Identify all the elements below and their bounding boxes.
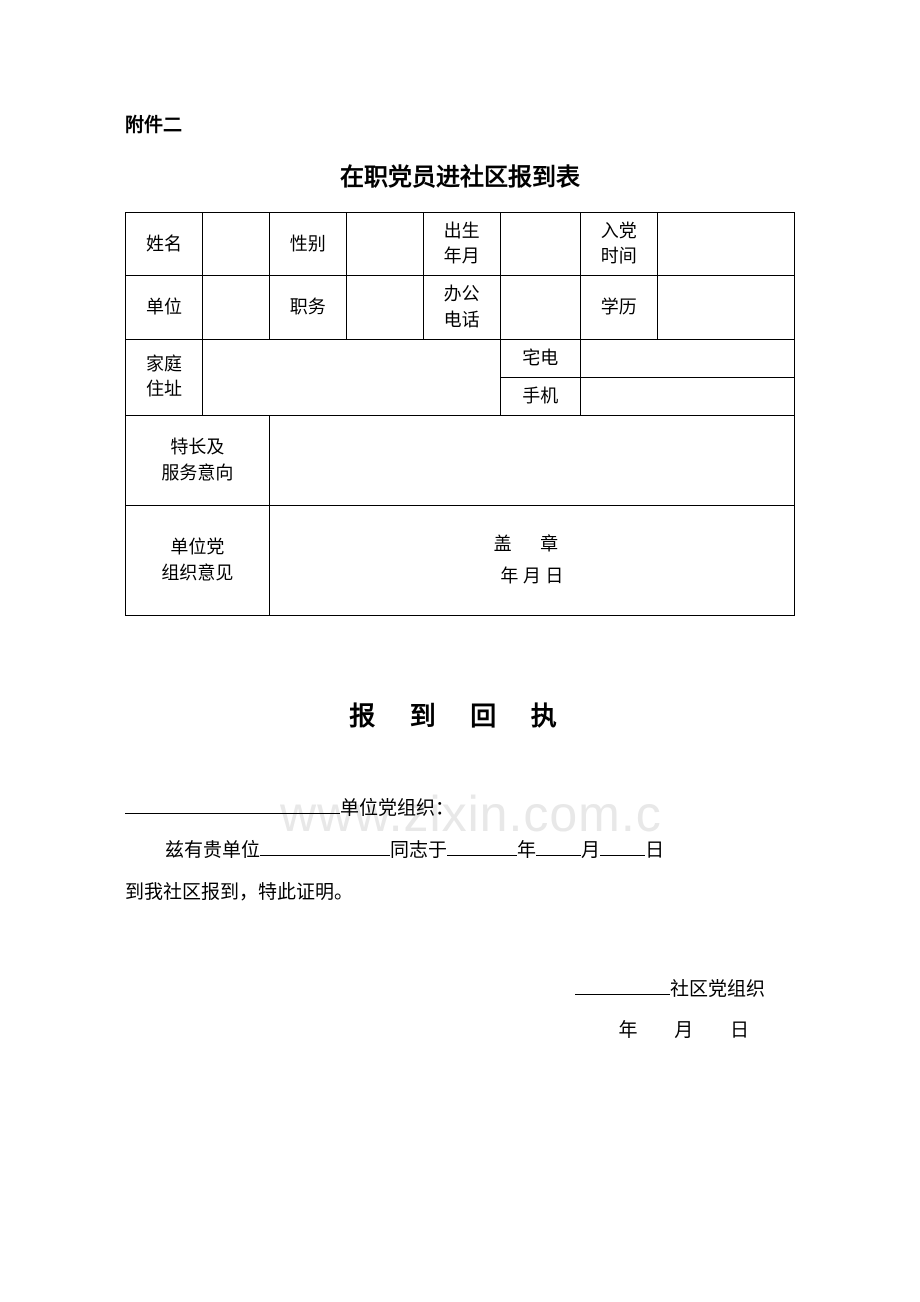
blank-year	[447, 855, 517, 856]
receipt-title: 报 到 回 执	[125, 696, 795, 733]
field-gender	[346, 213, 423, 276]
blank-org	[125, 813, 340, 814]
field-name	[202, 213, 269, 276]
receipt-line-2: 到我社区报到，特此证明。	[125, 872, 795, 914]
attachment-label: 附件二	[125, 110, 795, 137]
text-year: 年	[517, 840, 536, 861]
sign-org: 社区党组织	[125, 969, 765, 1011]
field-birth	[500, 213, 580, 276]
label-mobile: 手机	[500, 377, 580, 415]
label-specialty: 特长及服务意向	[126, 416, 270, 506]
field-join-party	[657, 213, 794, 276]
label-position: 职务	[269, 276, 346, 339]
field-education	[657, 276, 794, 339]
blank-community	[575, 994, 670, 995]
receipt-signature: 社区党组织 年 月 日	[125, 969, 795, 1053]
blank-day	[600, 855, 645, 856]
field-position	[346, 276, 423, 339]
field-unit-opinion: 盖 章 年 月 日	[269, 506, 794, 616]
label-home-addr: 家庭住址	[126, 339, 203, 415]
label-gender: 性别	[269, 213, 346, 276]
label-birth: 出生年月	[423, 213, 500, 276]
label-home-tel: 宅电	[500, 339, 580, 377]
label-office-tel: 办公电话	[423, 276, 500, 339]
label-unit: 单位	[126, 276, 203, 339]
text-day: 日	[645, 840, 664, 861]
text-prefix: 兹有贵单位	[165, 840, 260, 861]
org-suffix: 单位党组织：	[340, 798, 454, 819]
field-home-addr	[202, 339, 500, 415]
receipt-line-1: 兹有贵单位 同志于 年 月 日	[125, 830, 795, 872]
form-title: 在职党员进社区报到表	[125, 157, 795, 192]
label-unit-opinion: 单位党组织意见	[126, 506, 270, 616]
field-mobile	[580, 377, 794, 415]
text-mid1: 同志于	[390, 840, 447, 861]
blank-month	[536, 855, 581, 856]
label-education: 学历	[580, 276, 657, 339]
label-join-party: 入党时间	[580, 213, 657, 276]
opinion-date: 年 月 日	[274, 564, 790, 589]
text-month: 月	[581, 840, 600, 861]
field-specialty	[269, 416, 794, 506]
sign-suffix: 社区党组织	[670, 979, 765, 1000]
field-office-tel	[500, 276, 580, 339]
label-name: 姓名	[126, 213, 203, 276]
blank-comrade	[260, 855, 390, 856]
receipt-line-org: 单位党组织：	[125, 788, 795, 830]
field-home-tel	[580, 339, 794, 377]
stamp-text: 盖 章	[274, 532, 790, 557]
sign-date: 年 月 日	[125, 1010, 765, 1052]
registration-table: 姓名 性别 出生年月 入党时间 单位 职务 办公电话 学历 家庭住址 宅电 手机…	[125, 212, 795, 616]
receipt-body: 单位党组织： 兹有贵单位 同志于 年 月 日 到我社区报到，特此证明。	[125, 788, 795, 913]
field-unit	[202, 276, 269, 339]
